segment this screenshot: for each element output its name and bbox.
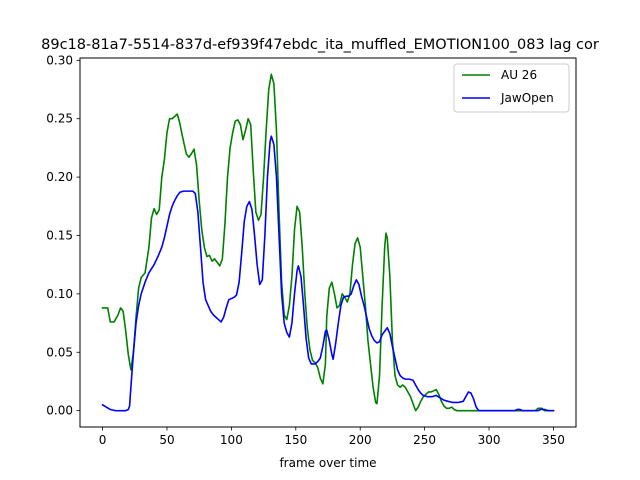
y-tick-label: 0.10: [46, 287, 73, 301]
y-tick-label: 0.25: [46, 112, 73, 126]
chart-title: 89c18-81a7-5514-837d-ef939f47ebdc_ita_mu…: [41, 37, 599, 53]
y-tick-label: 0.20: [46, 170, 73, 184]
y-tick-label: 0.00: [46, 404, 73, 418]
y-tick-label: 0.05: [46, 345, 73, 359]
x-tick-label: 200: [349, 433, 372, 447]
x-tick-label: 50: [159, 433, 174, 447]
x-tick-label: 350: [542, 433, 565, 447]
plot-frame: [79, 57, 577, 428]
x-tick-label: 150: [284, 433, 307, 447]
y-tick-label: 0.30: [46, 53, 73, 67]
legend-label-jawopen: JawOpen: [500, 91, 554, 105]
series-layer: [101, 73, 555, 412]
x-axis: 0 50 100 150 200 250 300 350: [99, 427, 565, 447]
legend-label-au26: AU 26: [501, 68, 537, 82]
x-tick-label: 100: [220, 433, 243, 447]
x-tick-label: 0: [99, 433, 107, 447]
y-axis: 0.00 0.05 0.10 0.15 0.20 0.25 0.30: [46, 53, 80, 418]
legend-box: [453, 63, 570, 113]
y-tick-label: 0.15: [46, 228, 73, 242]
legend: AU 26 JawOpen: [453, 63, 570, 113]
x-axis-label: frame over time: [279, 456, 376, 470]
x-tick-label: 250: [413, 433, 436, 447]
series-line-au26: [101, 73, 555, 412]
x-tick-label: 300: [478, 433, 501, 447]
series-line-jawopen: [101, 135, 555, 412]
